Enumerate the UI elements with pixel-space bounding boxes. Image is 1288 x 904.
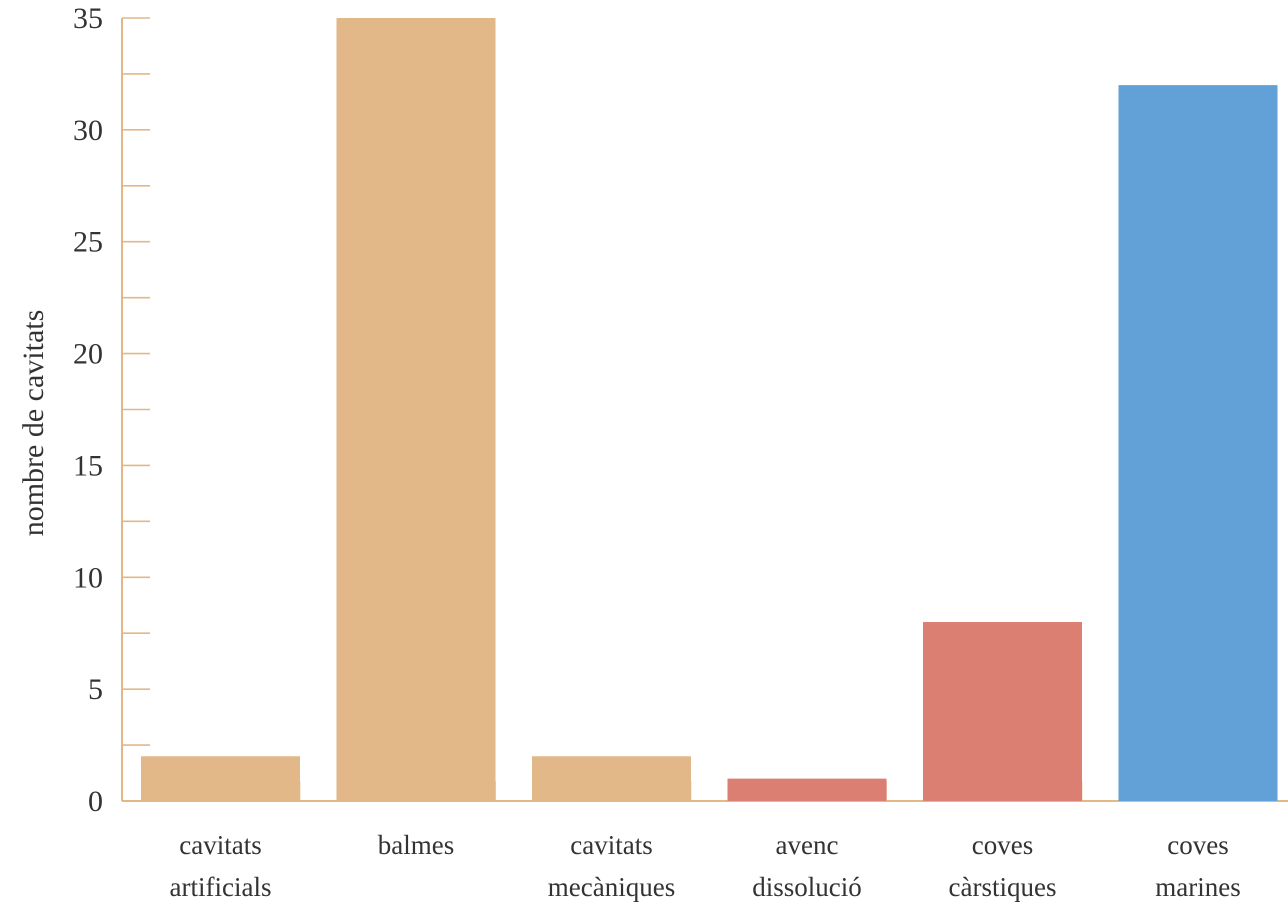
y-tick-label: 25 <box>73 226 103 259</box>
x-tick-label: mecàniques <box>548 872 675 902</box>
x-tick-label: dissolució <box>752 872 862 902</box>
x-tick-label: cavitats <box>570 830 652 860</box>
bars <box>141 18 1278 802</box>
y-axis-title: nombre de cavitats <box>17 310 50 537</box>
x-tick-label: coves <box>972 830 1033 860</box>
x-tick-label: balmes <box>378 830 454 860</box>
bar <box>923 622 1082 801</box>
x-tick-label: artificials <box>170 872 272 902</box>
bar <box>336 18 496 801</box>
axes <box>121 17 1288 802</box>
x-tick-label: marines <box>1155 872 1240 902</box>
bar <box>727 778 887 801</box>
bar <box>141 756 300 801</box>
x-tick-label: cavitats <box>179 830 261 860</box>
y-tick-label: 5 <box>88 673 103 706</box>
y-tick-label: 20 <box>73 338 103 371</box>
labels: 0 5 10 15 20 25 30 35 cavitats artificials balmes c… <box>73 2 1241 902</box>
x-tick-label: càrstiques <box>949 872 1057 902</box>
y-tick-label: 35 <box>73 2 103 35</box>
x-tick-label: coves <box>1167 830 1228 860</box>
y-tick-label: 0 <box>88 785 103 818</box>
bar <box>1118 85 1278 802</box>
x-tick-label: avenc <box>776 830 839 860</box>
y-tick-label: 10 <box>73 561 103 594</box>
y-tick-label: 30 <box>73 114 103 147</box>
y-tick-label: 15 <box>73 449 103 482</box>
bar <box>532 756 691 801</box>
